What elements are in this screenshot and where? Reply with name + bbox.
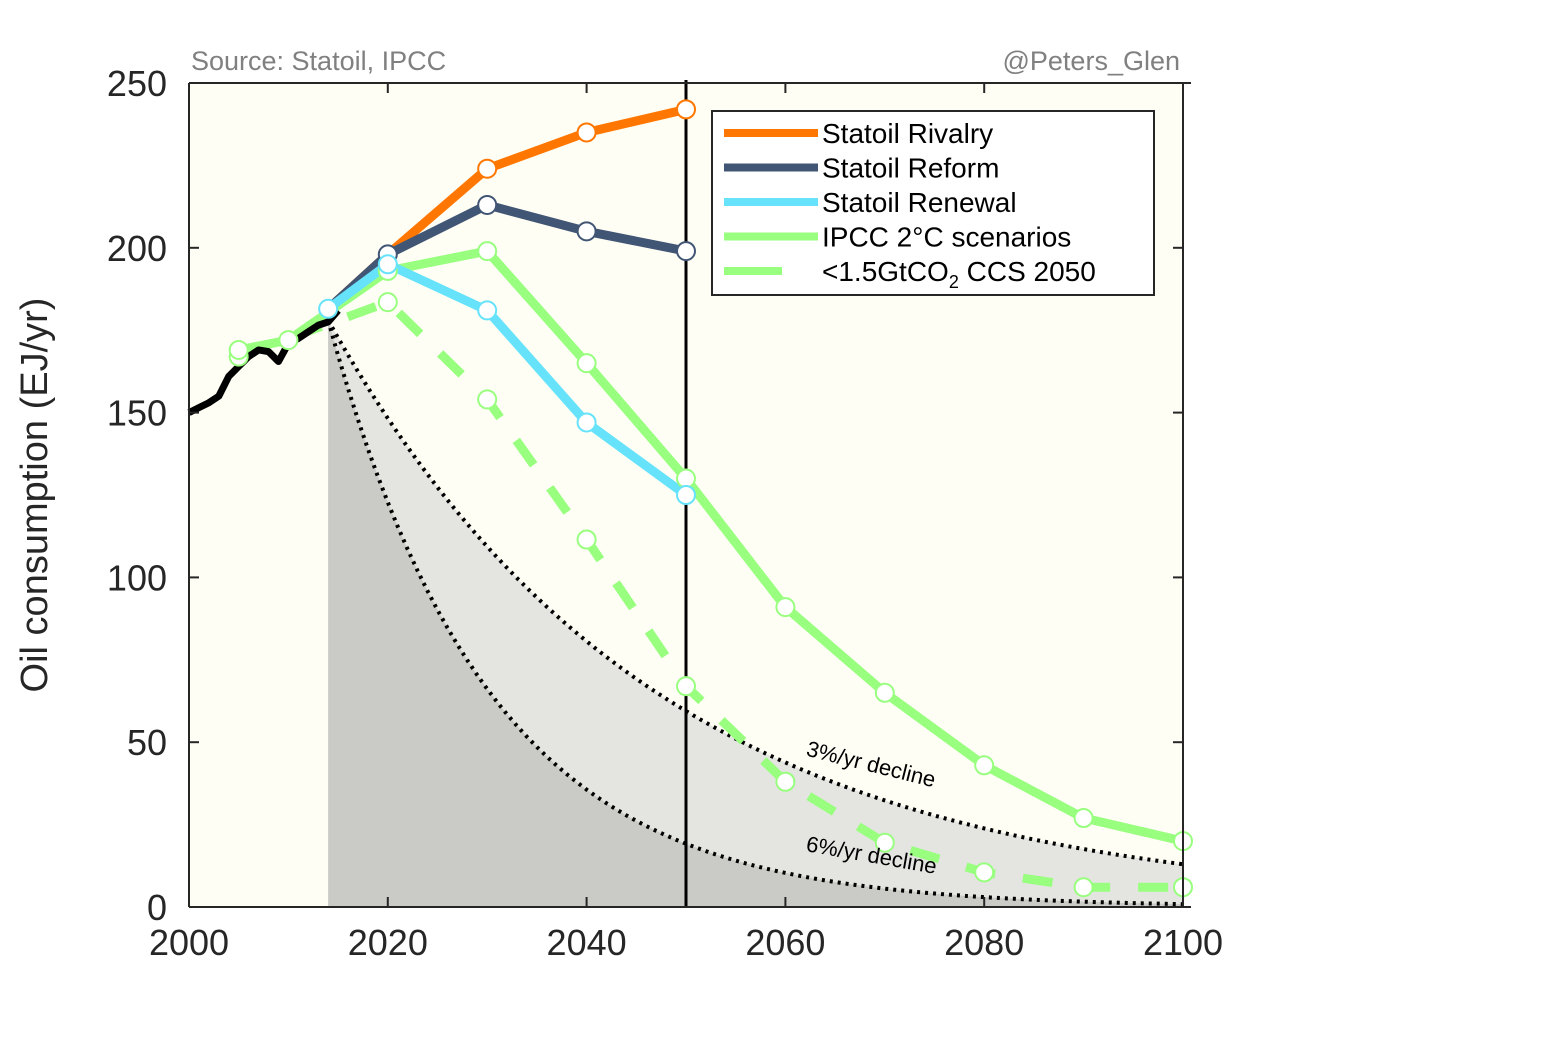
data-point (477, 194, 498, 215)
data-point (1073, 877, 1094, 898)
data-point (676, 676, 696, 697)
data-point (874, 682, 895, 703)
source-note: Source: Statoil, IPCC (191, 46, 446, 76)
y-tick-label: 200 (107, 228, 167, 269)
decline-fills (328, 320, 1183, 907)
legend-label: Statoil Rivalry (822, 118, 993, 149)
x-tick-label: 2060 (745, 922, 825, 963)
x-tick-label: 2000 (149, 922, 229, 963)
x-tick-label: 2100 (1143, 922, 1223, 963)
data-point (576, 529, 597, 550)
series-markers (228, 99, 1193, 898)
data-point (318, 298, 339, 319)
x-tick-label: 2020 (348, 922, 428, 963)
legend-box (711, 110, 1155, 296)
legend-label: Statoil Renewal (822, 187, 1017, 218)
axes: 2000 2020 2040 2060 2080 2100 0 50 100 150 200 250 (107, 63, 1223, 963)
legend-label: IPCC 2°C scenarios (822, 222, 1071, 253)
data-point (676, 468, 696, 489)
data-point (278, 330, 299, 351)
data-point (576, 412, 597, 433)
data-point (676, 99, 696, 120)
data-point (477, 300, 498, 321)
data-point (576, 122, 597, 143)
data-point (676, 485, 696, 505)
data-point (576, 221, 597, 242)
x-tick-label: 2080 (944, 922, 1024, 963)
data-point (228, 339, 249, 360)
series-line--1-5gtco2-ccs-2050 (237, 297, 1183, 892)
data-point (477, 389, 498, 410)
data-point (477, 158, 498, 179)
data-point (974, 755, 995, 776)
y-axis-label: Oil consumption (EJ/yr) (14, 298, 56, 693)
historical-line (187, 308, 341, 416)
data-point (1073, 808, 1094, 829)
y-tick-label: 150 (107, 393, 167, 434)
data-point (676, 241, 696, 262)
x-tick-label: 2040 (547, 922, 627, 963)
data-point (974, 862, 995, 883)
y-tick-label: 250 (107, 63, 167, 104)
data-point (477, 241, 498, 262)
legend-label: Statoil Reform (822, 153, 999, 184)
decline-fill-6pct (328, 320, 1183, 907)
data-point (874, 832, 895, 853)
data-point (775, 597, 796, 618)
y-tick-label: 0 (147, 887, 167, 928)
data-point (576, 353, 597, 374)
data-point (377, 292, 398, 313)
legend-label: <1.5GtCO2 CCS 2050 (822, 256, 1096, 292)
data-point (775, 771, 796, 792)
y-tick-label: 100 (107, 557, 167, 598)
credit-note: @Peters_Glen (1003, 46, 1181, 76)
data-point (377, 254, 398, 275)
y-tick-label: 50 (127, 722, 167, 763)
